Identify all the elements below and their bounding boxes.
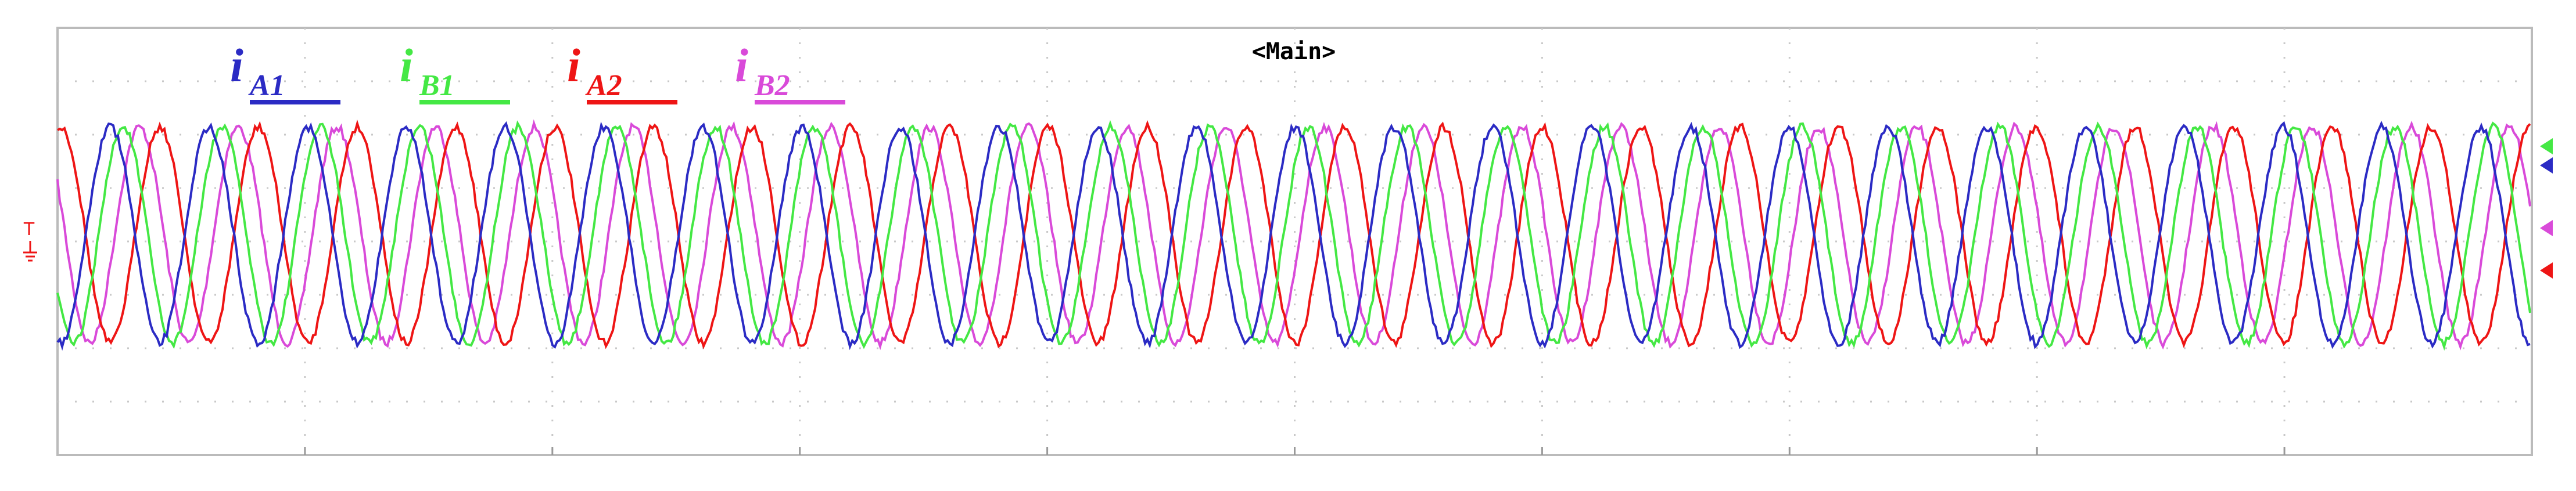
channel-marker — [2540, 157, 2553, 174]
legend-symbol: i — [567, 39, 580, 92]
legend-subscript: B1 — [419, 69, 455, 102]
waveforms — [56, 119, 2531, 351]
screen-frame — [56, 27, 2533, 456]
channel-marker — [2540, 220, 2553, 236]
waveform — [56, 120, 2531, 351]
legend-symbol: i — [230, 39, 243, 92]
ground-symbol — [23, 241, 37, 262]
legend-subscript: A2 — [585, 69, 622, 102]
trigger-marker: T — [23, 219, 35, 240]
legend: i A1 i B1 i A2 i B2 — [230, 39, 845, 104]
grid — [58, 28, 2532, 455]
waveform — [56, 119, 2531, 351]
waveform — [57, 119, 2531, 349]
legend-symbol: i — [735, 39, 748, 92]
channel-marker — [2540, 138, 2553, 154]
legend-subscript: B2 — [754, 69, 790, 102]
channel-marker — [2540, 262, 2553, 279]
channel-markers: T — [23, 138, 2553, 279]
legend-symbol: i — [400, 39, 413, 92]
waveform — [56, 120, 2531, 351]
legend-subscript: A1 — [248, 69, 285, 102]
screen-title: <Main> — [1252, 38, 1336, 65]
